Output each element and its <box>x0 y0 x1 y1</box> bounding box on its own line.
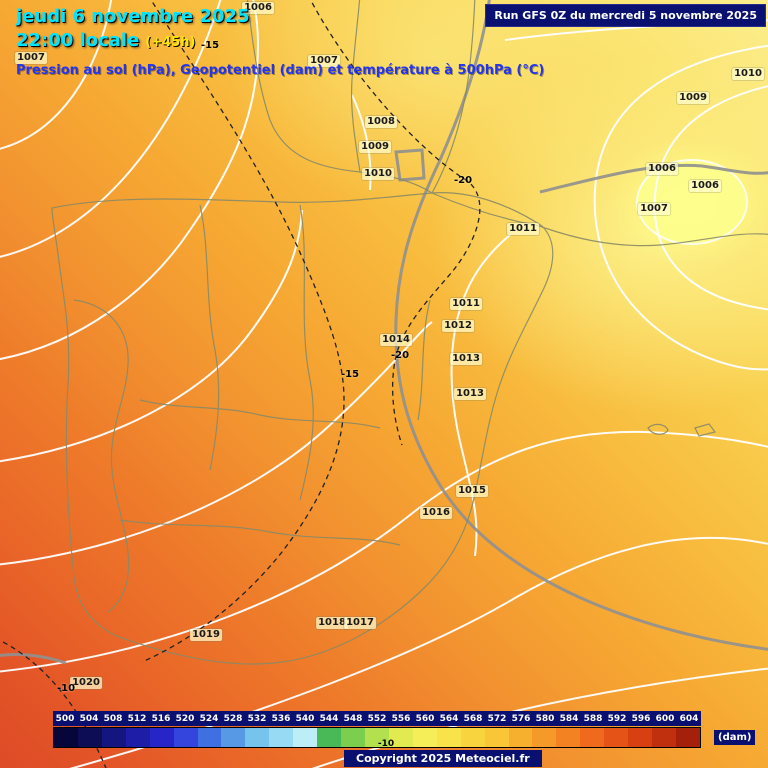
scale-color-cell <box>652 728 676 747</box>
pressure-label: 1006 <box>646 163 678 175</box>
scale-color-cell <box>412 728 437 747</box>
forecast-time-label: 22:00 locale <box>16 30 140 51</box>
scale-color-cell <box>293 728 318 747</box>
scale-color-cell <box>484 728 509 747</box>
pressure-label: 1006 <box>242 2 274 14</box>
pressure-label: 1009 <box>359 141 391 153</box>
forecast-date: jeudi 6 novembre 2025 <box>16 6 250 27</box>
scale-value: 572 <box>487 713 507 724</box>
pressure-label: 1010 <box>732 68 764 80</box>
scale-value: 544 <box>319 713 339 724</box>
scale-value: 532 <box>247 713 267 724</box>
pressure-label: 1013 <box>454 388 486 400</box>
scale-color-cell <box>580 728 605 747</box>
pressure-label: 1010 <box>362 168 394 180</box>
scale-color-cell <box>245 728 270 747</box>
pressure-label: 1009 <box>677 92 709 104</box>
scale-color-cell <box>556 728 581 747</box>
scale-value: 548 <box>343 713 363 724</box>
scale-color-cell <box>317 728 342 747</box>
map-subtitle: Pression au sol (hPa), Geopotentiel (dam… <box>16 63 545 78</box>
run-banner: Run GFS 0Z du mercredi 5 novembre 2025 <box>485 4 766 27</box>
pressure-label: 1017 <box>344 617 376 629</box>
scale-color-cell <box>460 728 485 747</box>
scale-value: 536 <box>271 713 291 724</box>
scale-value: 592 <box>607 713 627 724</box>
scale-color-cell <box>364 728 389 747</box>
scale-color-cell <box>388 728 413 747</box>
scale-tick-label: -10 <box>377 739 395 749</box>
pressure-label: 1019 <box>190 629 222 641</box>
scale-color-cell <box>197 728 222 747</box>
scale-value: 580 <box>535 713 555 724</box>
scale-color-cell <box>341 728 365 747</box>
pressure-label: 1014 <box>380 334 412 346</box>
scale-value: 500 <box>55 713 75 724</box>
pressure-label: 1008 <box>365 116 397 128</box>
scale-color-cell <box>269 728 294 747</box>
pressure-label: 1018 <box>316 617 348 629</box>
pressure-label: 1016 <box>420 507 452 519</box>
scale-color-bar <box>53 727 701 748</box>
temperature-label: -20 <box>453 175 473 186</box>
scale-color-cell <box>221 728 246 747</box>
scale-values-row: 500 504 508 512 516 520 524 528 532 536 540 544 548 5… <box>53 711 701 726</box>
scale-value: 508 <box>103 713 123 724</box>
pressure-label: 1011 <box>507 223 539 235</box>
pressure-label: 1006 <box>689 180 721 192</box>
scale-value: 568 <box>463 713 483 724</box>
pressure-label: 1012 <box>442 320 474 332</box>
scale-color-cell <box>508 728 533 747</box>
scale-color-cell <box>149 728 174 747</box>
isotherm-lines <box>0 0 481 768</box>
forecast-time: 22:00 locale (+45h) <box>16 30 544 51</box>
scale-value: 564 <box>439 713 459 724</box>
temperature-label: -20 <box>390 350 410 361</box>
scale-color-cell <box>532 728 557 747</box>
scale-value: 576 <box>511 713 531 724</box>
scale-color-cell <box>77 728 102 747</box>
scale-color-cell <box>604 728 629 747</box>
scale-color-cell <box>101 728 126 747</box>
scale-value: 604 <box>679 713 699 724</box>
temperature-label: -15 <box>340 369 360 380</box>
forecast-offset: (+45h) <box>145 35 196 50</box>
temperature-label: -15 <box>200 40 220 51</box>
pressure-label: 1007 <box>15 52 47 64</box>
scale-value: 520 <box>175 713 195 724</box>
scale-value: 584 <box>559 713 579 724</box>
scale-unit-label: (dam) <box>714 730 756 745</box>
scale-value: 516 <box>151 713 171 724</box>
scale-value: 556 <box>391 713 411 724</box>
temperature-label: -10 <box>56 683 76 694</box>
scale-color-cell <box>125 728 150 747</box>
scale-color-cell <box>54 728 78 747</box>
scale-color-cell <box>675 728 700 747</box>
scale-color-cell <box>628 728 653 747</box>
forecast-header: jeudi 6 novembre 2025 22:00 locale (+45h)… <box>16 6 544 78</box>
scale-value: 588 <box>583 713 603 724</box>
scale-value: 512 <box>127 713 147 724</box>
scale-value: 540 <box>295 713 315 724</box>
scale-value: 596 <box>631 713 651 724</box>
pressure-label: 1020 <box>70 677 102 689</box>
pressure-label: 1011 <box>450 298 482 310</box>
pressure-label: 1013 <box>450 353 482 365</box>
scale-value: 504 <box>79 713 99 724</box>
scale-color-cell <box>436 728 461 747</box>
copyright-banner: Copyright 2025 Meteociel.fr <box>344 750 542 767</box>
pressure-label: 1007 <box>308 55 340 67</box>
scale-value: 600 <box>655 713 675 724</box>
scale-value: 560 <box>415 713 435 724</box>
scale-color-cell <box>173 728 198 747</box>
pressure-label: 1007 <box>638 203 670 215</box>
scale-value: 528 <box>223 713 243 724</box>
geopotential-lines <box>0 0 768 665</box>
scale-value: 552 <box>367 713 387 724</box>
coastline-borders <box>51 0 768 665</box>
scale-value: 524 <box>199 713 219 724</box>
pressure-label: 1015 <box>456 485 488 497</box>
